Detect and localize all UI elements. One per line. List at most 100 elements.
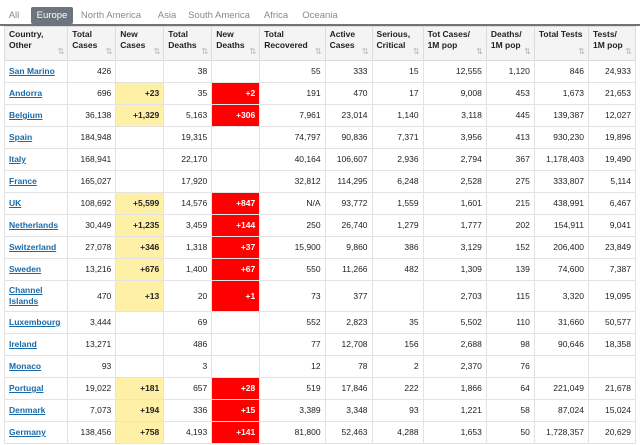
tab-europe[interactable]: Europe	[31, 7, 73, 24]
table-cell: 1,279	[371, 214, 424, 237]
column-header[interactable]: Total Recovered ⇅	[259, 26, 326, 61]
column-header-label: Total Recovered	[264, 29, 308, 50]
table-cell: 108,692	[67, 192, 117, 215]
country-link[interactable]: Spain	[9, 132, 33, 142]
table-cell: +346	[115, 236, 165, 259]
sort-icon[interactable]: ⇅	[249, 47, 257, 56]
table-cell: 139,387	[533, 104, 589, 127]
table-cell: 73	[259, 280, 326, 312]
sort-icon[interactable]: ⇅	[57, 47, 65, 56]
table-cell: 19,490	[587, 148, 637, 171]
table-cell: 30,449	[67, 214, 117, 237]
country-link[interactable]: Belgium	[9, 110, 43, 120]
column-header[interactable]: Deaths/ 1M pop ⇅	[485, 26, 535, 61]
sort-icon[interactable]: ⇅	[412, 47, 420, 56]
table-cell: 4,193	[163, 421, 213, 444]
table-cell	[587, 355, 637, 378]
country-link[interactable]: San Marino	[9, 66, 55, 76]
table-row: Monaco 93 3 12 78 2 2,370 76	[3, 355, 637, 378]
table-cell: 26,740	[324, 214, 373, 237]
column-header[interactable]: Tot Cases/ 1M pop ⇅	[422, 26, 487, 61]
country-link[interactable]: Andorra	[9, 88, 43, 98]
country-link[interactable]: Luxembourg	[9, 317, 61, 327]
sort-icon[interactable]: ⇅	[524, 47, 531, 56]
country-link[interactable]: Sweden	[9, 264, 42, 274]
country-link[interactable]: Ireland	[9, 339, 37, 349]
country-link[interactable]: Germany	[9, 427, 46, 437]
country-link[interactable]: Italy	[9, 154, 27, 164]
table-cell	[115, 333, 165, 356]
country-link[interactable]: Denmark	[9, 405, 46, 415]
table-cell: +13	[115, 280, 165, 312]
table-cell: 58	[485, 399, 535, 422]
country-link[interactable]: France	[9, 176, 37, 186]
tab-asia[interactable]: Asia	[157, 10, 177, 21]
table-cell: 19,022	[67, 377, 117, 400]
tab-north-america[interactable]: North America	[80, 10, 142, 21]
table-cell: 12,555	[422, 60, 487, 83]
column-header[interactable]: Total Cases ⇅	[67, 26, 117, 61]
table-cell: 846	[533, 60, 589, 83]
column-header[interactable]: Active Cases ⇅	[324, 26, 373, 61]
table-cell: 696	[67, 82, 117, 105]
table-cell: 2,370	[422, 355, 487, 378]
tab-south-america[interactable]: South America	[188, 10, 250, 21]
table-cell: 2,823	[324, 311, 373, 334]
country-link[interactable]: Switzerland	[9, 242, 57, 252]
table-cell: 275	[485, 170, 535, 193]
table-cell: 7,961	[259, 104, 326, 127]
table-row: Luxembourg 3,444 69 552 2,823 35 5,502 110 31,66…	[3, 311, 637, 334]
column-header[interactable]: Country, Other ⇅	[3, 26, 69, 61]
table-cell: 90,836	[324, 126, 373, 149]
table-cell: 2,528	[422, 170, 487, 193]
table-cell: 23,014	[324, 104, 373, 127]
country-link[interactable]: Monaco	[9, 361, 42, 371]
table-cell: 50,577	[587, 311, 637, 334]
table-cell: 3,389	[259, 399, 326, 422]
table-cell: 17,920	[163, 170, 213, 193]
table-cell: 6,467	[587, 192, 637, 215]
country-link[interactable]: Netherlands	[9, 220, 59, 230]
table-cell: 152	[485, 236, 535, 259]
column-header[interactable]: New Cases ⇅	[115, 26, 165, 61]
table-cell: 657	[163, 377, 213, 400]
tab-all[interactable]: All	[8, 10, 20, 21]
column-header[interactable]: Serious, Critical ⇅	[371, 26, 424, 61]
table-cell: 19,315	[163, 126, 213, 149]
column-header[interactable]: New Deaths ⇅	[211, 26, 261, 61]
table-row: Channel Islands 470 +13 20 +1 73 377 2,703 115 3,…	[3, 280, 637, 312]
table-cell: 90,646	[533, 333, 589, 356]
table-cell: 486	[163, 333, 213, 356]
sort-icon[interactable]: ⇅	[105, 47, 113, 56]
tab-africa[interactable]: Africa	[263, 10, 289, 21]
sort-icon[interactable]: ⇅	[153, 47, 161, 56]
column-header[interactable]: Total Deaths ⇅	[163, 26, 213, 61]
table-cell: 50	[485, 421, 535, 444]
sort-icon[interactable]: ⇅	[476, 47, 483, 56]
country-cell: Ireland	[3, 333, 69, 356]
table-cell: 2	[371, 355, 424, 378]
table-cell: 17,846	[324, 377, 373, 400]
sort-icon[interactable]: ⇅	[361, 47, 369, 56]
table-cell: 5,163	[163, 104, 213, 127]
country-link[interactable]: Channel Islands	[9, 285, 43, 306]
country-cell: Spain	[3, 126, 69, 149]
country-cell: Germany	[3, 421, 69, 444]
country-link[interactable]: UK	[9, 198, 22, 208]
table-cell: 206,400	[533, 236, 589, 259]
table-cell: +1	[211, 280, 261, 312]
table-cell: 114,295	[324, 170, 373, 193]
country-link[interactable]: Portugal	[9, 383, 44, 393]
column-header[interactable]: Total Tests ⇅	[533, 26, 589, 61]
country-cell: Portugal	[3, 377, 69, 400]
sort-icon[interactable]: ⇅	[625, 47, 632, 56]
tab-oceania[interactable]: Oceania	[302, 10, 338, 21]
table-cell: +23	[115, 82, 165, 105]
sort-icon[interactable]: ⇅	[578, 47, 585, 56]
sort-icon[interactable]: ⇅	[201, 47, 209, 56]
table-cell	[115, 170, 165, 193]
column-header[interactable]: Tests/ 1M pop ⇅	[587, 26, 637, 61]
column-header-label: Serious, Critical	[376, 29, 411, 50]
sort-icon[interactable]: ⇅	[314, 47, 322, 56]
table-cell: 221,049	[533, 377, 589, 400]
